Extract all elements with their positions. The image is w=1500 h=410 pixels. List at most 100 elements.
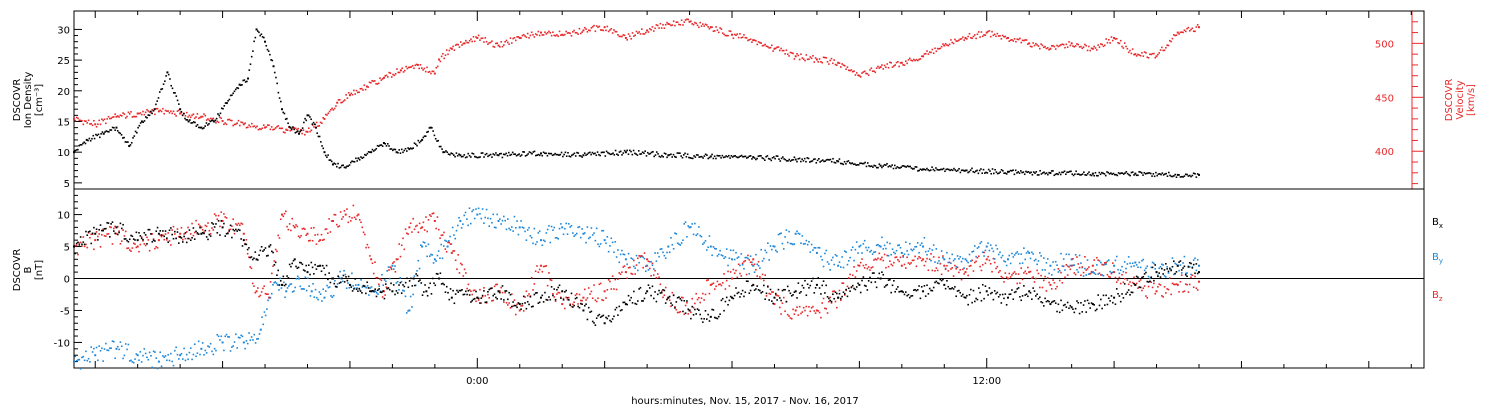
bz-sample [445,250,448,253]
velocity-sample [977,31,980,33]
velocity-sample [423,67,426,70]
by-sample [208,346,211,348]
bx-sample [1139,286,1142,289]
density-sample [1036,174,1039,176]
density-sample [920,169,923,171]
bx-sample [842,291,845,294]
bx-sample [355,288,358,291]
bx-sample [902,291,904,293]
density-sample [1166,175,1169,177]
bx-sample [101,229,103,232]
velocity-sample [935,50,938,53]
bx-sample [686,300,688,302]
bx-sample [189,239,192,242]
by-sample [993,258,996,260]
by-sample [1174,262,1176,265]
bx-sample [728,299,731,302]
bz-sample [865,263,867,266]
by-sample [454,237,457,240]
by-sample [687,225,690,227]
density-sample [206,124,209,126]
velocity-sample [792,52,794,55]
bx-sample [605,316,607,319]
density-sample [587,152,590,154]
bz-point [157,239,160,242]
velocity-sample [622,34,625,36]
bx-sample [944,287,947,290]
by-sample [1058,269,1061,272]
bx-sample [1097,294,1099,296]
by-sample [124,343,127,345]
density-sample [1106,171,1108,173]
bx-sample [997,296,1000,298]
density-sample [114,129,116,131]
bz-sample [552,292,554,295]
density-sample [142,121,144,124]
velocity-sample [992,34,995,37]
bx-sample [402,284,404,286]
density-sample [767,157,770,160]
bx-sample [262,250,264,252]
by-sample [634,267,636,269]
by-sample [1023,247,1025,249]
velocity-sample [1102,45,1105,48]
density-sample [169,78,171,80]
by-sample [366,285,369,287]
bz-sample [1190,276,1192,279]
by-point [310,290,313,293]
bz-sample [1101,263,1103,266]
bx-sample [447,291,449,294]
density-sample [899,167,901,169]
by-sample [822,265,825,268]
density-sample [487,155,489,158]
bz-sample [861,258,863,260]
bx-sample [244,243,246,246]
bx-sample [591,320,594,323]
velocity-sample [699,21,701,24]
y-tick-label: 5 [64,243,70,254]
by-sample [135,353,138,355]
bx-sample [958,289,960,292]
bz-sample [430,215,432,218]
bz-sample [764,274,766,276]
velocity-sample [415,63,418,66]
density-sample [612,152,614,155]
velocity-sample [920,55,923,58]
bx-sample [565,289,567,292]
bx-sample [529,295,532,298]
bz-point [1028,271,1031,274]
by-sample [166,359,168,362]
velocity-sample [893,65,895,67]
by-sample [196,352,199,354]
velocity-sample [590,27,593,29]
bx-sample [283,284,286,287]
by-sample [529,235,532,237]
bx-sample [302,269,305,271]
density-sample [589,151,591,154]
bz-sample [984,262,987,265]
bz-point [1155,290,1158,293]
by-point [858,245,861,248]
by-sample [385,280,387,283]
bz-sample [466,287,468,290]
bz-sample [749,261,752,264]
density-sample [485,152,488,155]
bz-sample [97,235,99,238]
bz-sample [633,259,635,262]
bx-sample [840,297,842,300]
bz-sample [727,270,729,273]
bx-sample [576,296,578,299]
bx-sample [1105,294,1107,297]
bz-sample [713,288,716,290]
by-sample [316,296,318,299]
bx-sample [1045,300,1048,303]
bx-sample [171,233,173,236]
bz-sample [863,267,866,269]
by-sample [122,357,124,360]
bx-sample [589,311,591,313]
by-sample [992,250,995,253]
density-sample [253,40,255,43]
bz-sample [538,268,541,271]
by-sample [1121,265,1123,268]
bz-sample [257,287,259,289]
